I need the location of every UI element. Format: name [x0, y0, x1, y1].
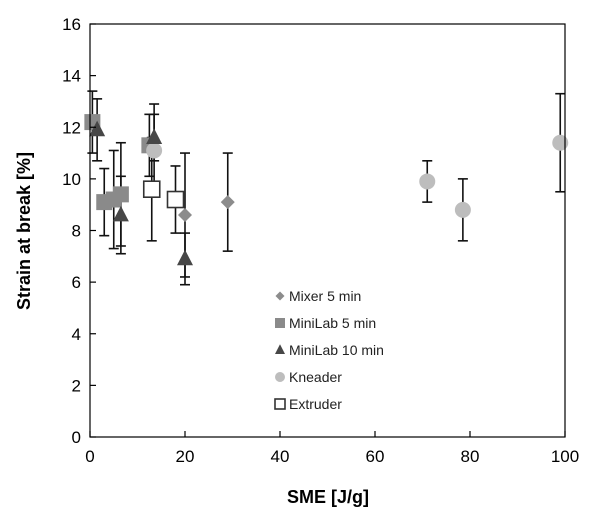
- x-tick-label: 40: [271, 447, 290, 466]
- legend-marker-triangle: [275, 344, 285, 354]
- legend-marker-square: [275, 318, 285, 328]
- x-tick-label: 0: [85, 447, 94, 466]
- y-tick-label: 14: [62, 67, 81, 86]
- y-axis-title: Strain at break [%]: [14, 152, 34, 310]
- y-tick-label: 4: [72, 325, 81, 344]
- x-tick-label: 60: [366, 447, 385, 466]
- legend-marker-open-square: [274, 398, 286, 410]
- y-tick-label: 16: [62, 15, 81, 34]
- data-point-circle: [454, 201, 471, 218]
- data-point-triangle: [146, 128, 163, 144]
- data-point-circle: [419, 173, 436, 190]
- data-point-circle: [146, 142, 163, 159]
- data-point-open-square: [166, 190, 185, 209]
- y-tick-label: 0: [72, 428, 81, 447]
- y-tick-label: 12: [62, 118, 81, 137]
- plot-area: [84, 90, 569, 286]
- x-tick-label: 100: [551, 447, 579, 466]
- data-point-circle: [552, 134, 569, 151]
- y-tick-label: 6: [72, 273, 81, 292]
- data-point-triangle: [89, 120, 106, 137]
- legend: Mixer 5 min MiniLab 5 min MiniLab 10 min Kn…: [274, 288, 384, 412]
- y-tick-label: 10: [62, 170, 81, 189]
- legend-label: Kneader: [289, 369, 342, 385]
- y-tick-label: 2: [72, 376, 81, 395]
- legend-label: Mixer 5 min: [289, 288, 361, 304]
- axes: SME [J/g] Strain at break [%] 0 2 4 6 8 10 12 1…: [14, 15, 579, 507]
- x-axis-title: SME [J/g]: [287, 487, 369, 507]
- x-tick-label: 20: [176, 447, 195, 466]
- data-point-triangle: [177, 249, 193, 266]
- data-point-diamond: [220, 195, 235, 210]
- x-tick-label: 80: [461, 447, 480, 466]
- y-tick-label: 8: [72, 222, 81, 241]
- data-point-diamond: [178, 208, 192, 223]
- legend-marker-circle: [275, 372, 285, 382]
- data-point-square: [112, 186, 129, 203]
- legend-label: MiniLab 5 min: [289, 315, 376, 331]
- data-point-open-square: [142, 180, 161, 198]
- data-point-triangle: [112, 205, 129, 222]
- legend-label: Extruder: [289, 396, 342, 412]
- legend-label: MiniLab 10 min: [289, 342, 384, 358]
- legend-marker-diamond: [275, 291, 285, 301]
